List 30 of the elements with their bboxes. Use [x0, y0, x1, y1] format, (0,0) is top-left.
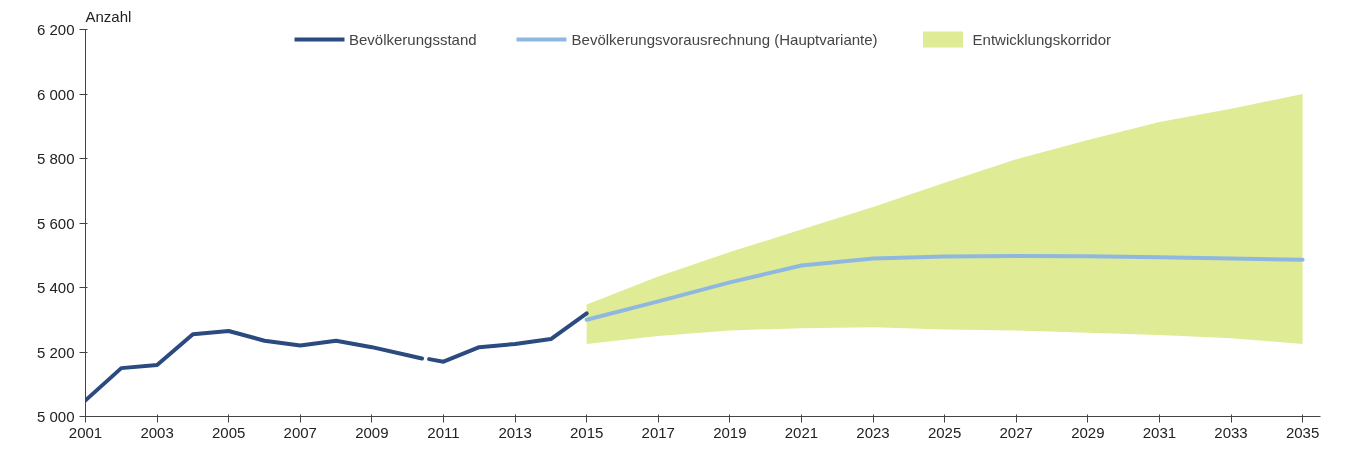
x-tick-label: 2001: [68, 423, 103, 441]
x-tick-label: 2033: [1214, 423, 1248, 441]
legend-label: Bevölkerungsvorausrechnung (Hauptvariante): [571, 30, 878, 48]
x-tick-label: 2005: [212, 423, 246, 441]
legend-label: Bevölkerungsstand: [349, 30, 477, 48]
x-tick-label: 2017: [641, 423, 675, 441]
x-tick-label: 2009: [355, 423, 389, 441]
y-axis-title: Anzahl: [85, 7, 132, 25]
y-tick-label: 5 200: [36, 343, 75, 361]
x-tick-label: 2013: [498, 423, 532, 441]
y-tick-label: 5 800: [36, 150, 75, 167]
y-tick-label: 5 000: [36, 408, 75, 425]
x-tick-label: 2007: [283, 423, 317, 441]
x-tick-label: 2027: [999, 423, 1033, 441]
legend-label: Entwicklungskorridor: [972, 30, 1111, 48]
x-tick-label: 2023: [856, 423, 890, 441]
x-tick-label: 2035: [1285, 423, 1320, 441]
x-tick-label: 2011: [427, 423, 460, 441]
x-tick-label: 2031: [1142, 423, 1177, 441]
x-tick-label: 2019: [713, 423, 747, 441]
x-tick-label: 2021: [784, 423, 819, 441]
y-tick-label: 5 400: [36, 279, 75, 296]
x-tick-label: 2029: [1071, 423, 1105, 441]
x-tick-label: 2015: [569, 423, 604, 441]
y-tick-label: 6 200: [36, 21, 75, 38]
line-series: [584, 253, 1305, 322]
x-tick-label: 2003: [140, 423, 174, 441]
y-tick-label: 6 000: [36, 85, 75, 103]
y-tick-label: 5 600: [36, 214, 75, 232]
x-tick-label: 2025: [927, 423, 962, 441]
